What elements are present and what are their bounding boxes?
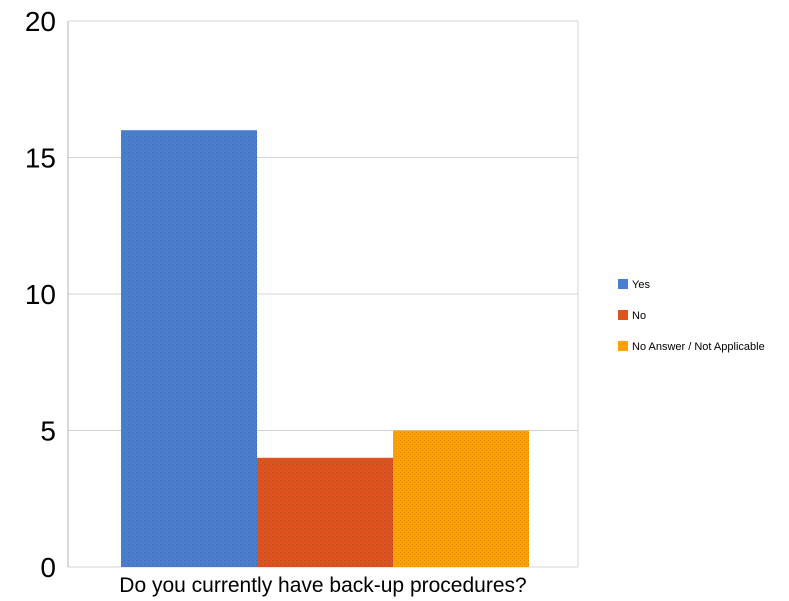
legend: Yes No No Answer / Not Applicable <box>618 279 765 353</box>
bars <box>121 130 529 567</box>
legend-label: Yes <box>632 279 650 291</box>
bar-texture <box>257 457 393 567</box>
legend-swatch <box>618 310 628 320</box>
plot-area-frame <box>67 21 579 567</box>
legend-swatch <box>618 279 628 289</box>
bar-texture <box>121 130 257 567</box>
y-tick-label: 5 <box>40 416 56 447</box>
y-axis-ticks: 0 5 10 15 20 <box>25 6 56 583</box>
legend-swatch <box>618 341 628 351</box>
legend-label: No <box>632 310 646 322</box>
y-tick-label: 10 <box>25 279 56 310</box>
y-tick-label: 0 <box>40 552 56 583</box>
x-axis-label: Do you currently have back-up procedures… <box>119 574 526 597</box>
y-tick-label: 15 <box>25 143 56 174</box>
legend-label: No Answer / Not Applicable <box>632 341 765 353</box>
y-tick-label: 20 <box>25 6 56 37</box>
bar-texture <box>393 430 529 567</box>
